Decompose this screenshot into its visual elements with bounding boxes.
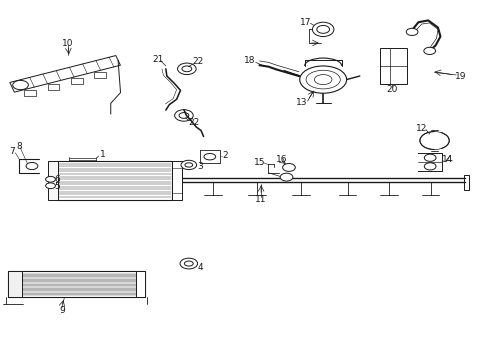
Ellipse shape (204, 153, 216, 160)
Ellipse shape (300, 66, 346, 93)
Bar (8, 271, 22, 297)
Ellipse shape (424, 47, 436, 54)
Bar (71, 78, 83, 84)
Ellipse shape (26, 162, 38, 170)
Text: 7: 7 (9, 147, 15, 156)
Text: 4: 4 (197, 263, 203, 272)
Ellipse shape (185, 163, 193, 167)
Text: 17: 17 (300, 18, 311, 27)
Bar (380, 48, 407, 84)
Polygon shape (10, 55, 121, 92)
Ellipse shape (180, 258, 197, 269)
Ellipse shape (283, 163, 295, 171)
Bar (172, 161, 182, 200)
Bar (57, 161, 172, 200)
Text: 1: 1 (100, 150, 106, 159)
Ellipse shape (317, 26, 330, 33)
Bar (95, 72, 106, 78)
Bar (464, 175, 469, 190)
Text: 21: 21 (153, 55, 164, 64)
Text: 15: 15 (254, 158, 266, 167)
Bar (8, 271, 145, 297)
Text: 19: 19 (455, 72, 466, 81)
Ellipse shape (13, 80, 28, 90)
Text: 13: 13 (296, 98, 308, 107)
Text: 9: 9 (59, 306, 65, 315)
Ellipse shape (424, 163, 436, 170)
Bar (138, 175, 143, 190)
Text: 8: 8 (16, 142, 22, 151)
Text: 10: 10 (62, 39, 74, 48)
Ellipse shape (46, 176, 55, 182)
Text: 11: 11 (255, 195, 267, 204)
Bar (48, 84, 59, 90)
Bar (24, 90, 36, 96)
Ellipse shape (280, 173, 293, 181)
Ellipse shape (181, 160, 196, 170)
Ellipse shape (424, 154, 436, 161)
Text: 6: 6 (54, 175, 60, 184)
Ellipse shape (184, 261, 193, 266)
Text: 22: 22 (192, 57, 203, 66)
Text: 5: 5 (54, 182, 60, 191)
Text: 12: 12 (416, 123, 428, 132)
Text: 3: 3 (197, 162, 203, 171)
Ellipse shape (313, 22, 334, 37)
Bar (48, 161, 58, 200)
Text: 18: 18 (244, 57, 256, 66)
Text: 14: 14 (442, 155, 453, 164)
Text: 22: 22 (188, 118, 199, 127)
Ellipse shape (46, 183, 55, 189)
Text: 16: 16 (276, 155, 288, 164)
Ellipse shape (406, 28, 418, 36)
Text: 2: 2 (222, 152, 228, 161)
Bar (172, 168, 182, 193)
Bar (136, 271, 145, 297)
Text: 20: 20 (386, 85, 397, 94)
